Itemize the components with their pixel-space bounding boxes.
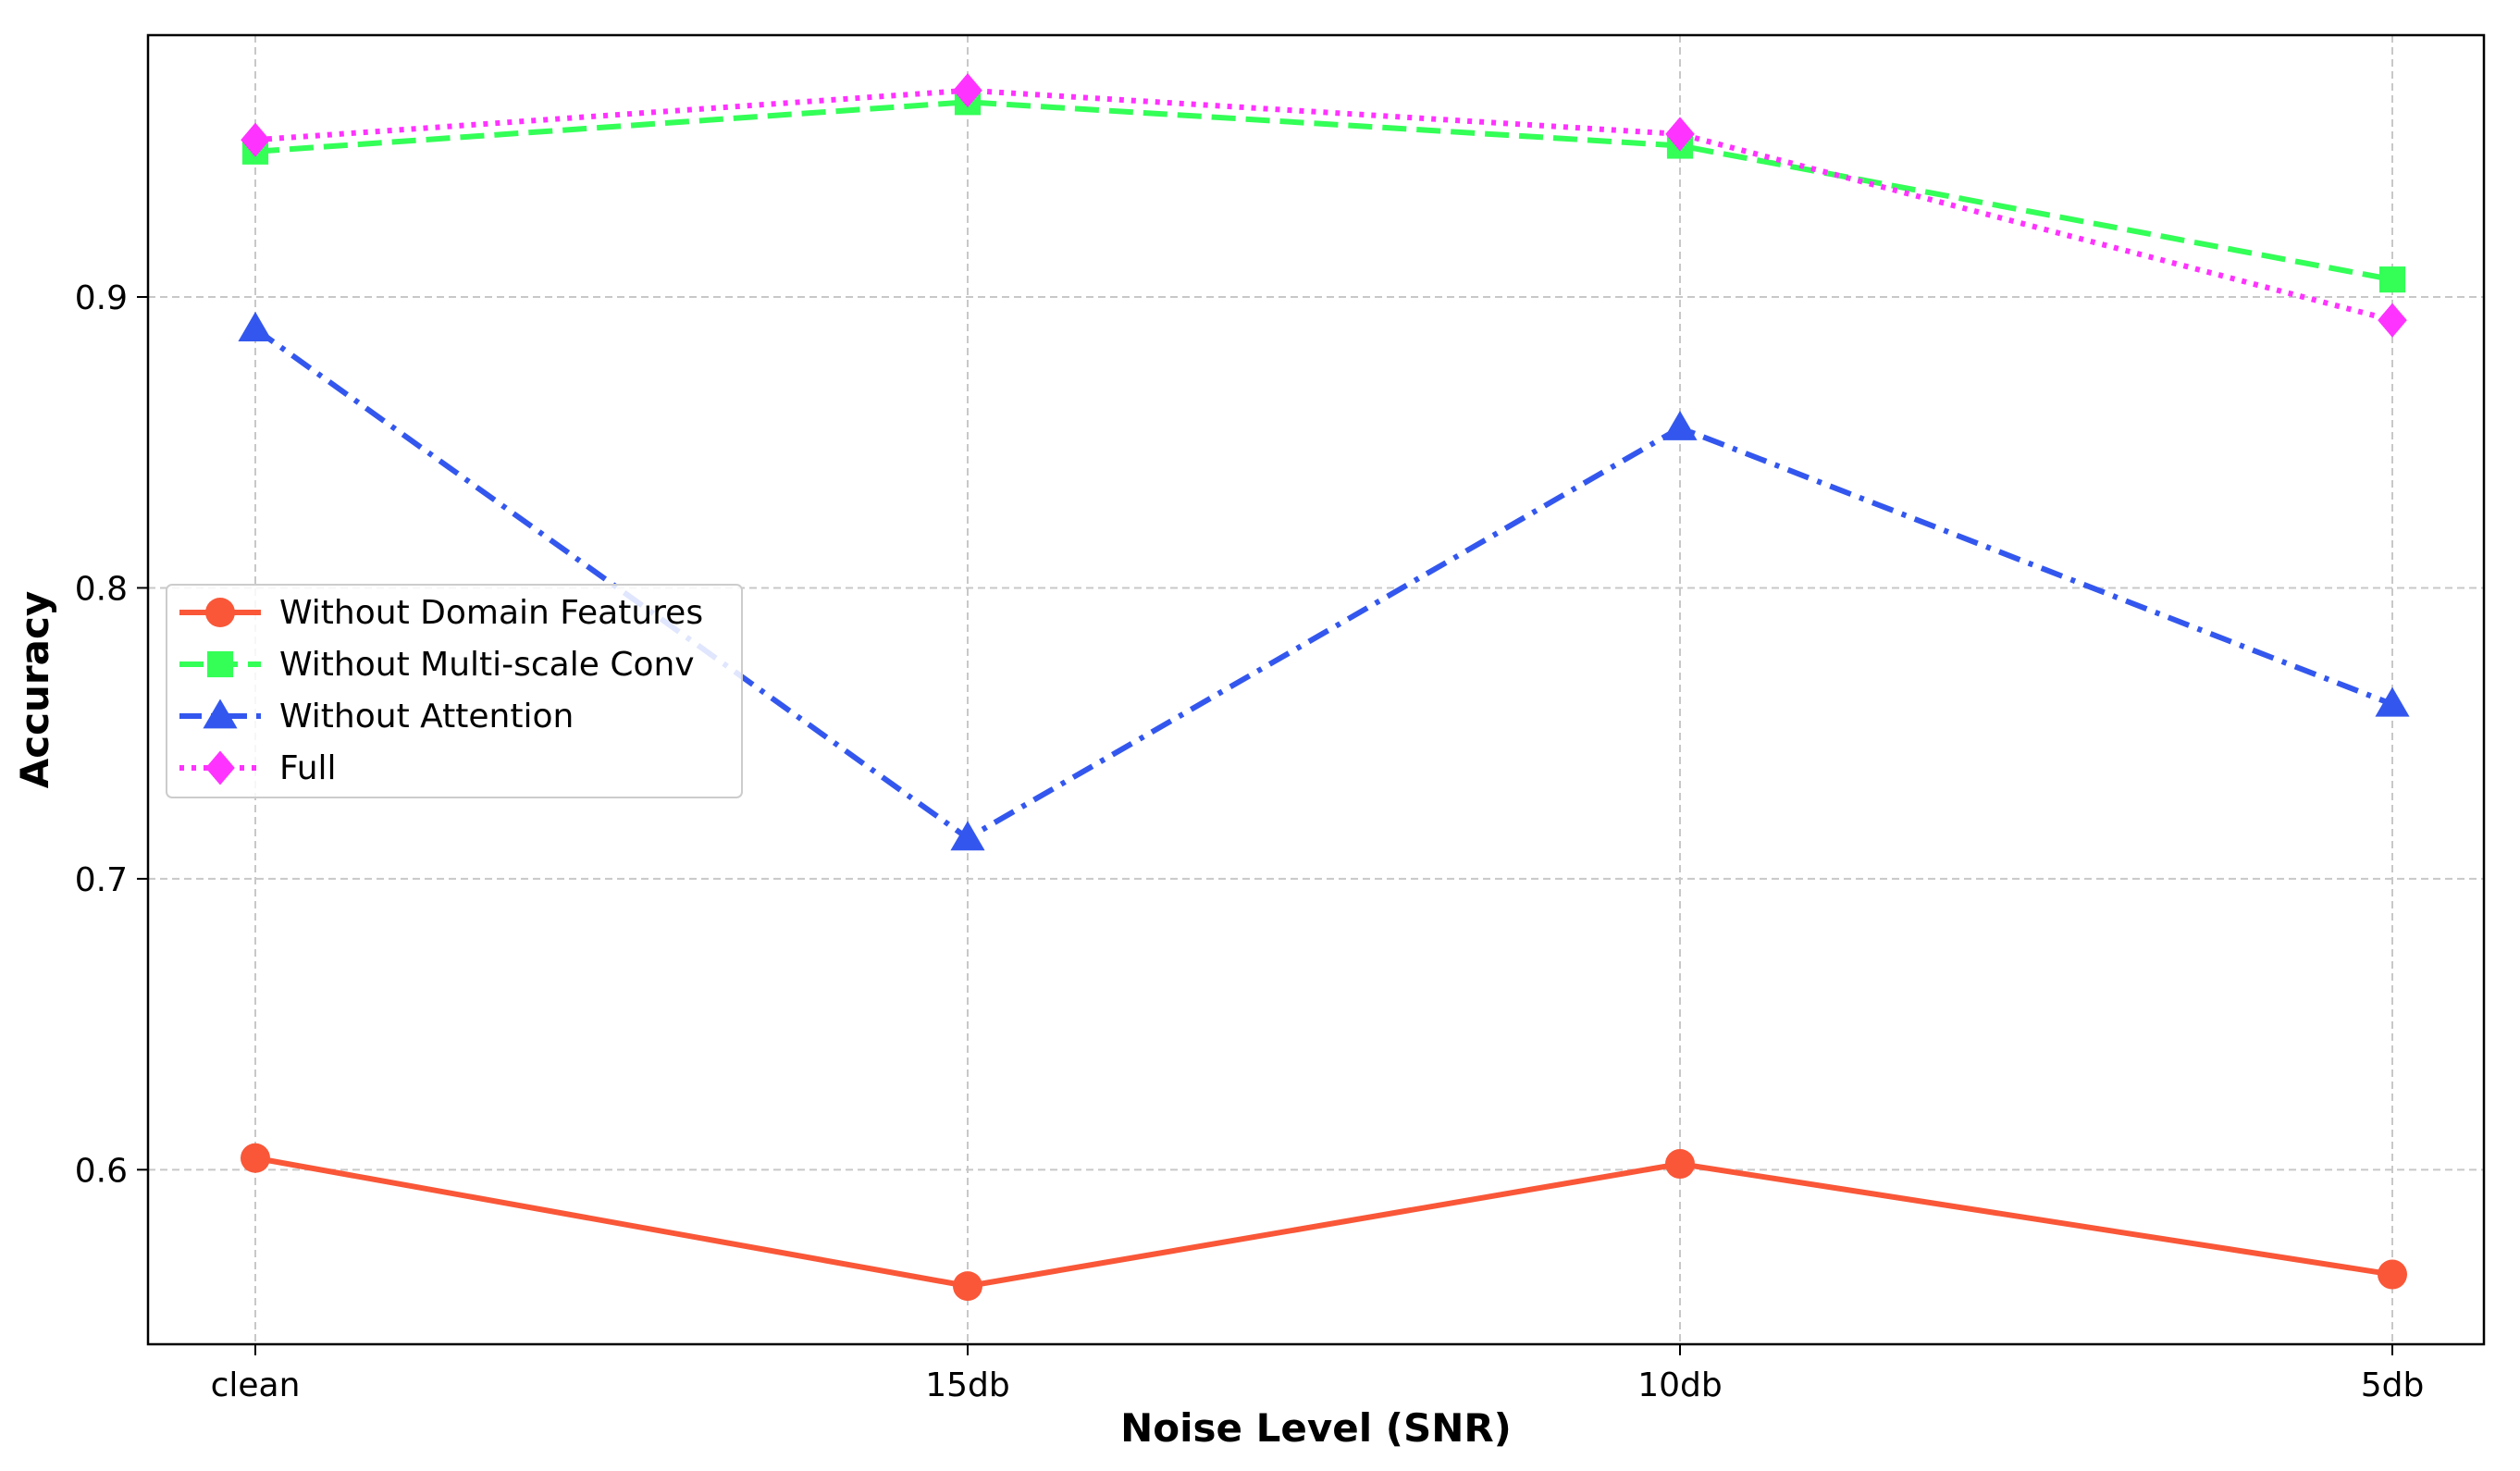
legend-marker-square: [206, 650, 234, 678]
series-circle: [241, 1143, 2407, 1302]
legend-item: Without Domain Features: [179, 594, 703, 632]
legend-label: Without Multi-scale Conv: [279, 646, 695, 684]
x-tick-label: 10db: [1637, 1366, 1723, 1404]
legend-item: Full: [179, 749, 337, 787]
data-point-circle: [2378, 1259, 2407, 1290]
legend-label: Full: [279, 749, 337, 787]
y-tick-label: 0.9: [75, 279, 128, 317]
data-point-triangle: [238, 312, 273, 341]
data-point-diamond: [2378, 303, 2407, 338]
data-point-square: [2378, 266, 2406, 293]
data-point-diamond: [953, 73, 982, 108]
series-line: [254, 87, 2393, 324]
legend-marker-diamond: [205, 750, 235, 785]
x-tick-label: 5db: [2361, 1366, 2425, 1404]
x-axis-label: Noise Level (SNR): [1120, 1405, 1512, 1451]
x-tick-label: 15db: [925, 1366, 1010, 1404]
data-point-diamond: [241, 122, 270, 157]
data-point-triangle: [2375, 686, 2410, 717]
x-tick-label: clean: [211, 1366, 301, 1404]
data-point-triangle: [950, 821, 985, 851]
legend-label: Without Domain Features: [279, 594, 703, 632]
y-axis-label: Accuracy: [12, 591, 57, 789]
series-line: [253, 327, 2394, 841]
series-triangle: [238, 312, 2410, 851]
data-point-circle: [1665, 1149, 1695, 1180]
series-square: [241, 89, 2406, 293]
legend-marker-circle: [205, 598, 235, 627]
legend-item: Without Multi-scale Conv: [179, 646, 695, 684]
plot-area-frame: [146, 33, 2486, 1346]
series-layer: [238, 73, 2410, 1302]
legend: Without Domain Features Without Multi-sca…: [166, 584, 743, 798]
data-point-circle: [953, 1271, 982, 1302]
legend-box: [166, 584, 743, 798]
legend-item: Without Attention: [179, 698, 574, 736]
series-diamond: [241, 73, 2407, 338]
series-line: [254, 99, 2393, 283]
data-point-circle: [241, 1143, 270, 1173]
legend-marker-triangle: [203, 698, 238, 729]
y-tick-label: 0.8: [75, 570, 128, 608]
data-point-diamond: [1665, 117, 1695, 152]
y-tick-label: 0.7: [75, 861, 128, 899]
axis-ticks: clean 15db 10db 5db 0.6 0.7 0.8 0.9: [75, 279, 2425, 1404]
series-line: [254, 1155, 2393, 1290]
data-point-triangle: [1662, 410, 1698, 440]
legend-label: Without Attention: [279, 698, 574, 736]
y-tick-label: 0.6: [75, 1152, 128, 1190]
